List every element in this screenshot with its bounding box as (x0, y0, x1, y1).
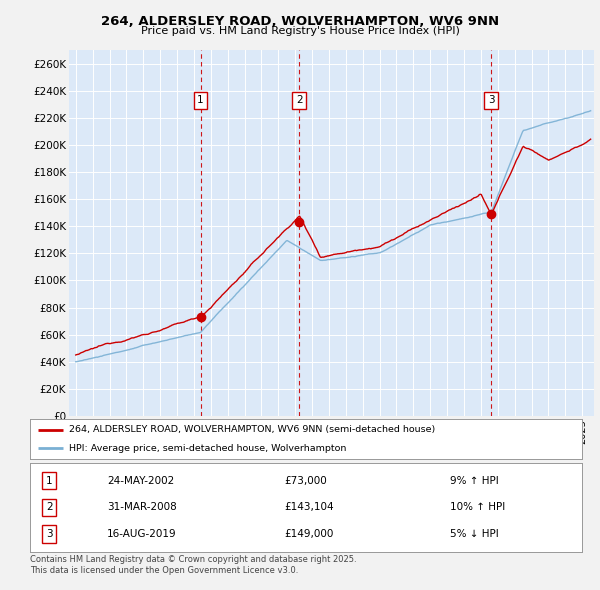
Text: 16-AUG-2019: 16-AUG-2019 (107, 529, 177, 539)
Text: 9% ↑ HPI: 9% ↑ HPI (449, 476, 498, 486)
Text: 1: 1 (46, 476, 53, 486)
Text: Price paid vs. HM Land Registry's House Price Index (HPI): Price paid vs. HM Land Registry's House … (140, 26, 460, 36)
Text: 3: 3 (488, 95, 494, 105)
Text: 24-MAY-2002: 24-MAY-2002 (107, 476, 175, 486)
Text: 1: 1 (197, 95, 204, 105)
Text: 2: 2 (46, 503, 53, 512)
Text: 2: 2 (296, 95, 303, 105)
Text: £73,000: £73,000 (284, 476, 326, 486)
Text: 264, ALDERSLEY ROAD, WOLVERHAMPTON, WV6 9NN: 264, ALDERSLEY ROAD, WOLVERHAMPTON, WV6 … (101, 15, 499, 28)
Text: 31-MAR-2008: 31-MAR-2008 (107, 503, 177, 512)
Text: Contains HM Land Registry data © Crown copyright and database right 2025.
This d: Contains HM Land Registry data © Crown c… (30, 555, 356, 575)
Text: 264, ALDERSLEY ROAD, WOLVERHAMPTON, WV6 9NN (semi-detached house): 264, ALDERSLEY ROAD, WOLVERHAMPTON, WV6 … (68, 425, 435, 434)
Text: HPI: Average price, semi-detached house, Wolverhampton: HPI: Average price, semi-detached house,… (68, 444, 346, 453)
Text: £143,104: £143,104 (284, 503, 334, 512)
Text: 5% ↓ HPI: 5% ↓ HPI (449, 529, 498, 539)
Text: 10% ↑ HPI: 10% ↑ HPI (449, 503, 505, 512)
Text: £149,000: £149,000 (284, 529, 333, 539)
Text: 3: 3 (46, 529, 53, 539)
